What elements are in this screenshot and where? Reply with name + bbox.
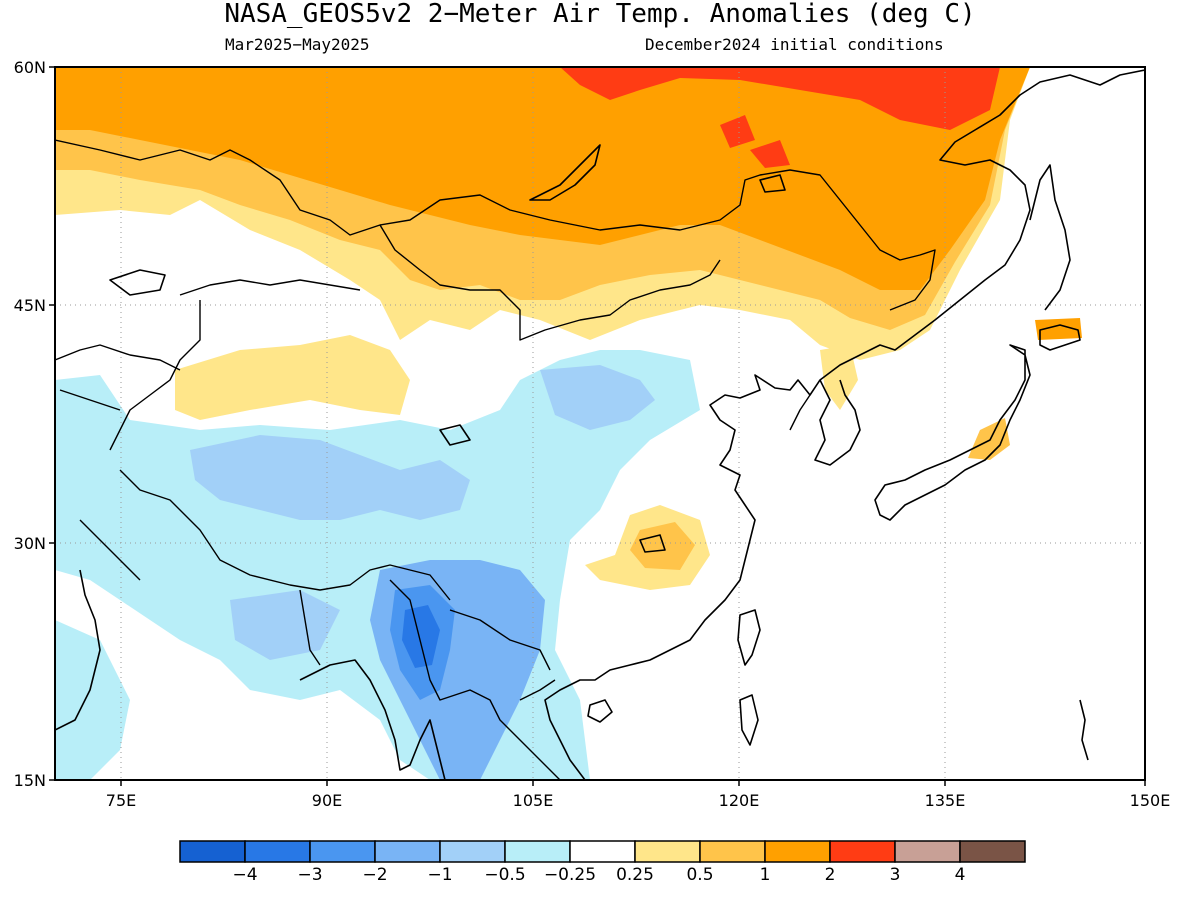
axis-tick-marks <box>49 66 1146 786</box>
colorbar-tick-label: −3 <box>297 865 322 885</box>
colorbar-tick-label: −2 <box>362 865 387 885</box>
colorbar-swatch <box>699 840 766 863</box>
colorbar-swatch <box>634 840 701 863</box>
lon-label-75e: 75E <box>106 791 136 810</box>
colorbar-tick-label: −1 <box>427 865 452 885</box>
map-title: NASA_GEOS5v2 2−Meter Air Temp. Anomalies… <box>224 0 975 29</box>
lat-label-60n: 60N <box>14 58 46 77</box>
colorbar-swatch <box>959 840 1026 863</box>
lon-label-150e: 150E <box>1130 791 1171 810</box>
colorbar-swatch <box>374 840 441 863</box>
colorbar-swatch <box>504 840 571 863</box>
colorbar-tick-label: 0.5 <box>686 865 713 885</box>
coastlines <box>55 69 1145 780</box>
lon-label-135e: 135E <box>925 791 966 810</box>
colorbar-swatch <box>179 840 246 863</box>
colorbar-tick-label: 2 <box>825 865 836 885</box>
colorbar: −4 −3 −2 −1 −0.5 −0.25 0.25 0.5 1 2 3 4 <box>179 840 1026 885</box>
colorbar-tick-label: 1 <box>760 865 771 885</box>
colorbar-tick-label: −0.25 <box>544 865 596 885</box>
lon-label-90e: 90E <box>312 791 342 810</box>
colorbar-tick-label: −0.5 <box>484 865 525 885</box>
lat-label-45n: 45N <box>14 296 46 315</box>
colorbar-tick-label: 0.25 <box>616 865 654 885</box>
forecast-period: Mar2025−May2025 <box>225 35 370 54</box>
map-panel <box>55 67 1145 780</box>
colorbar-swatch <box>309 840 376 863</box>
colorbar-swatch <box>764 840 831 863</box>
colorbar-swatch <box>569 840 636 863</box>
lat-label-15n: 15N <box>14 771 46 790</box>
graticule <box>55 67 1145 780</box>
colorbar-swatch <box>439 840 506 863</box>
map-frame <box>54 66 1146 781</box>
cool-anomaly-fields <box>55 350 700 780</box>
country-borders <box>55 139 936 780</box>
colorbar-tick-label: 4 <box>955 865 966 885</box>
lat-label-30n: 30N <box>14 534 46 553</box>
colorbar-tick-label: −4 <box>232 865 257 885</box>
colorbar-swatch <box>244 840 311 863</box>
initial-conditions: December2024 initial conditions <box>645 35 944 54</box>
lon-label-120e: 120E <box>719 791 760 810</box>
colorbar-swatch <box>894 840 961 863</box>
colorbar-tick-label: 3 <box>890 865 901 885</box>
warm-anomaly-fields <box>55 67 1082 590</box>
lakes <box>109 144 786 553</box>
colorbar-swatch <box>829 840 896 863</box>
lon-label-105e: 105E <box>513 791 554 810</box>
